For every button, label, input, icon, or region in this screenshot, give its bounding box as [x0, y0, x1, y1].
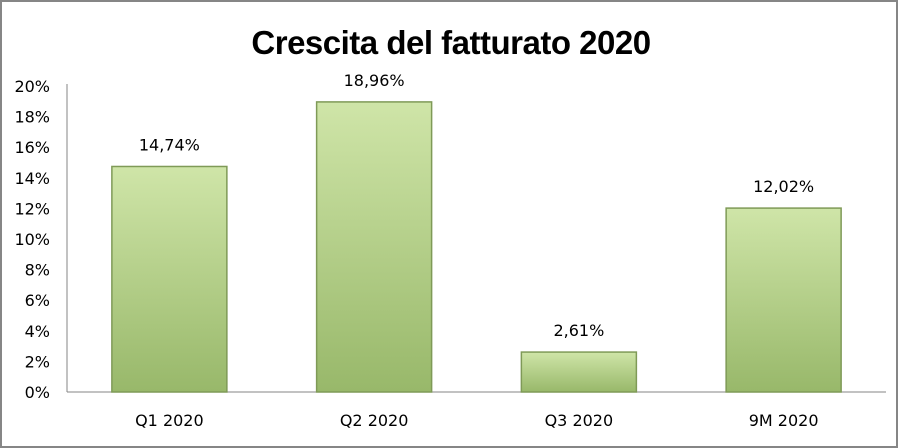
- bar-9m-2020: [725, 207, 842, 393]
- data-label: 12,02%: [753, 177, 814, 196]
- y-tick-label: 12%: [14, 199, 50, 218]
- y-tick-label: 8%: [25, 261, 50, 280]
- bar-q2-2020: [315, 101, 433, 393]
- data-label: 2,61%: [553, 321, 604, 340]
- y-tick-label: 6%: [25, 291, 50, 310]
- data-label: 18,96%: [344, 71, 405, 90]
- y-tick-label: 10%: [14, 230, 50, 249]
- data-label: 14,74%: [139, 135, 200, 154]
- y-tick-label: 14%: [14, 169, 50, 188]
- y-tick-label: 0%: [25, 383, 50, 402]
- chart-title: Crescita del fatturato 2020: [251, 24, 651, 61]
- bar-q1-2020: [111, 165, 228, 393]
- x-tick-label: Q1 2020: [135, 411, 204, 430]
- x-tick-label: 9M 2020: [749, 411, 819, 430]
- y-tick-label: 16%: [14, 138, 50, 157]
- bar-q3-2020: [520, 351, 638, 393]
- y-tick-label: 4%: [25, 322, 50, 341]
- x-tick-label: Q2 2020: [340, 411, 409, 430]
- y-tick-label: 20%: [14, 77, 50, 96]
- x-tick-label: Q3 2020: [545, 411, 614, 430]
- y-tick-label: 18%: [14, 108, 50, 127]
- y-tick-label: 2%: [25, 352, 50, 371]
